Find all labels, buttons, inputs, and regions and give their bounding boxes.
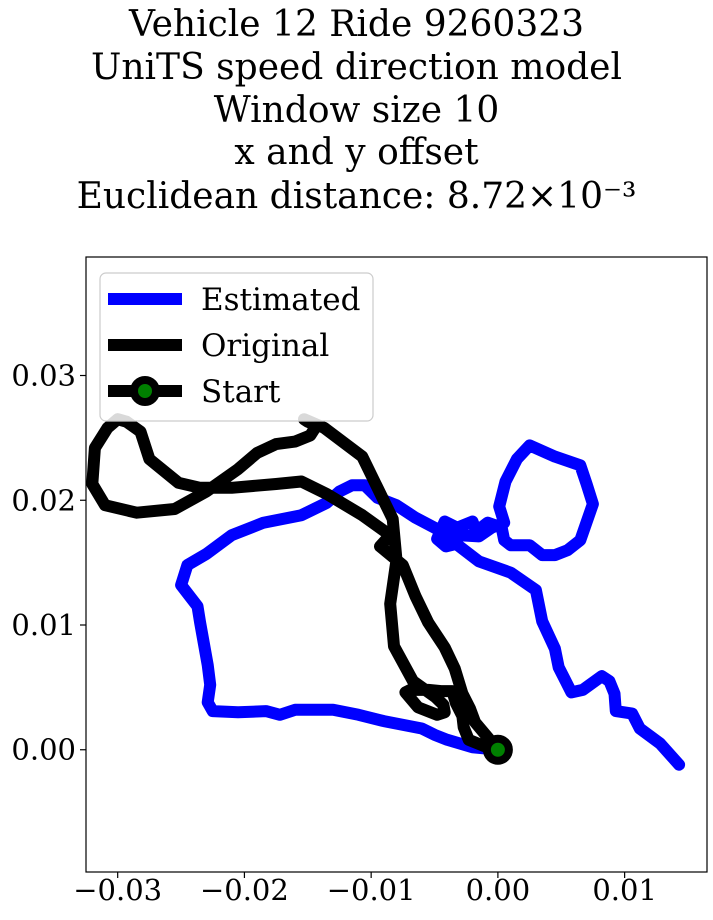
legend-start-marker — [130, 376, 160, 406]
x-tick-label: 0.00 — [466, 873, 531, 907]
legend-label-estimated: Estimated — [201, 282, 360, 318]
x-tick-label: 0.01 — [592, 873, 657, 907]
title-line-3: Window size 10 — [213, 90, 500, 131]
series-line-original — [86, 413, 504, 756]
plot-frame — [85, 256, 708, 873]
title-line-2: UniTS speed direction model — [91, 47, 622, 88]
legend-label-original: Original — [201, 328, 329, 364]
legend-label-start: Start — [201, 374, 281, 410]
y-tick-label: 0.01 — [11, 608, 76, 642]
title-line-4: x and y offset — [234, 132, 479, 173]
x-tick-label: −0.01 — [327, 873, 416, 907]
y-tick-label: 0.00 — [11, 733, 76, 767]
y-tick-label: 0.03 — [11, 359, 76, 393]
series-line-estimated — [175, 439, 686, 771]
x-tick-label: −0.02 — [200, 873, 289, 907]
x-tick-label: −0.03 — [73, 873, 162, 907]
title-line-5: Euclidean distance: 8.72×10⁻³ — [76, 176, 637, 217]
title-line-1: Vehicle 12 Ride 9260323 — [128, 4, 585, 45]
y-tick-label: 0.02 — [11, 483, 76, 517]
start-marker — [482, 734, 513, 765]
legend-box — [99, 272, 374, 422]
